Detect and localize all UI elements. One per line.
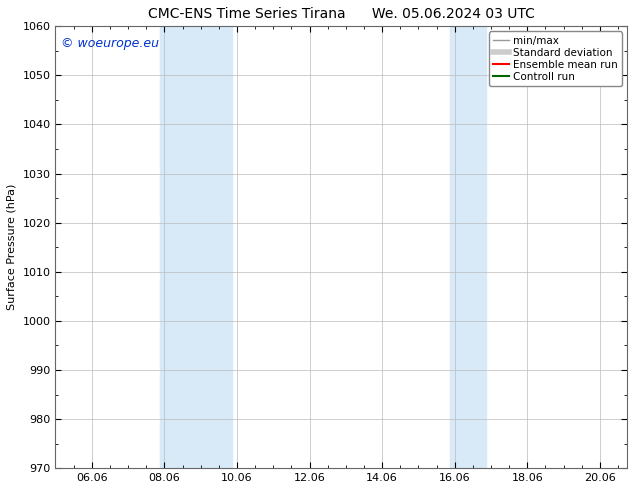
Y-axis label: Surface Pressure (hPa): Surface Pressure (hPa) (7, 184, 17, 311)
Text: © woeurope.eu: © woeurope.eu (61, 37, 159, 50)
Legend: min/max, Standard deviation, Ensemble mean run, Controll run: min/max, Standard deviation, Ensemble me… (489, 31, 622, 86)
Title: CMC-ENS Time Series Tirana      We. 05.06.2024 03 UTC: CMC-ENS Time Series Tirana We. 05.06.202… (148, 7, 534, 21)
Bar (450, 26, 486, 468)
Bar (160, 26, 233, 468)
